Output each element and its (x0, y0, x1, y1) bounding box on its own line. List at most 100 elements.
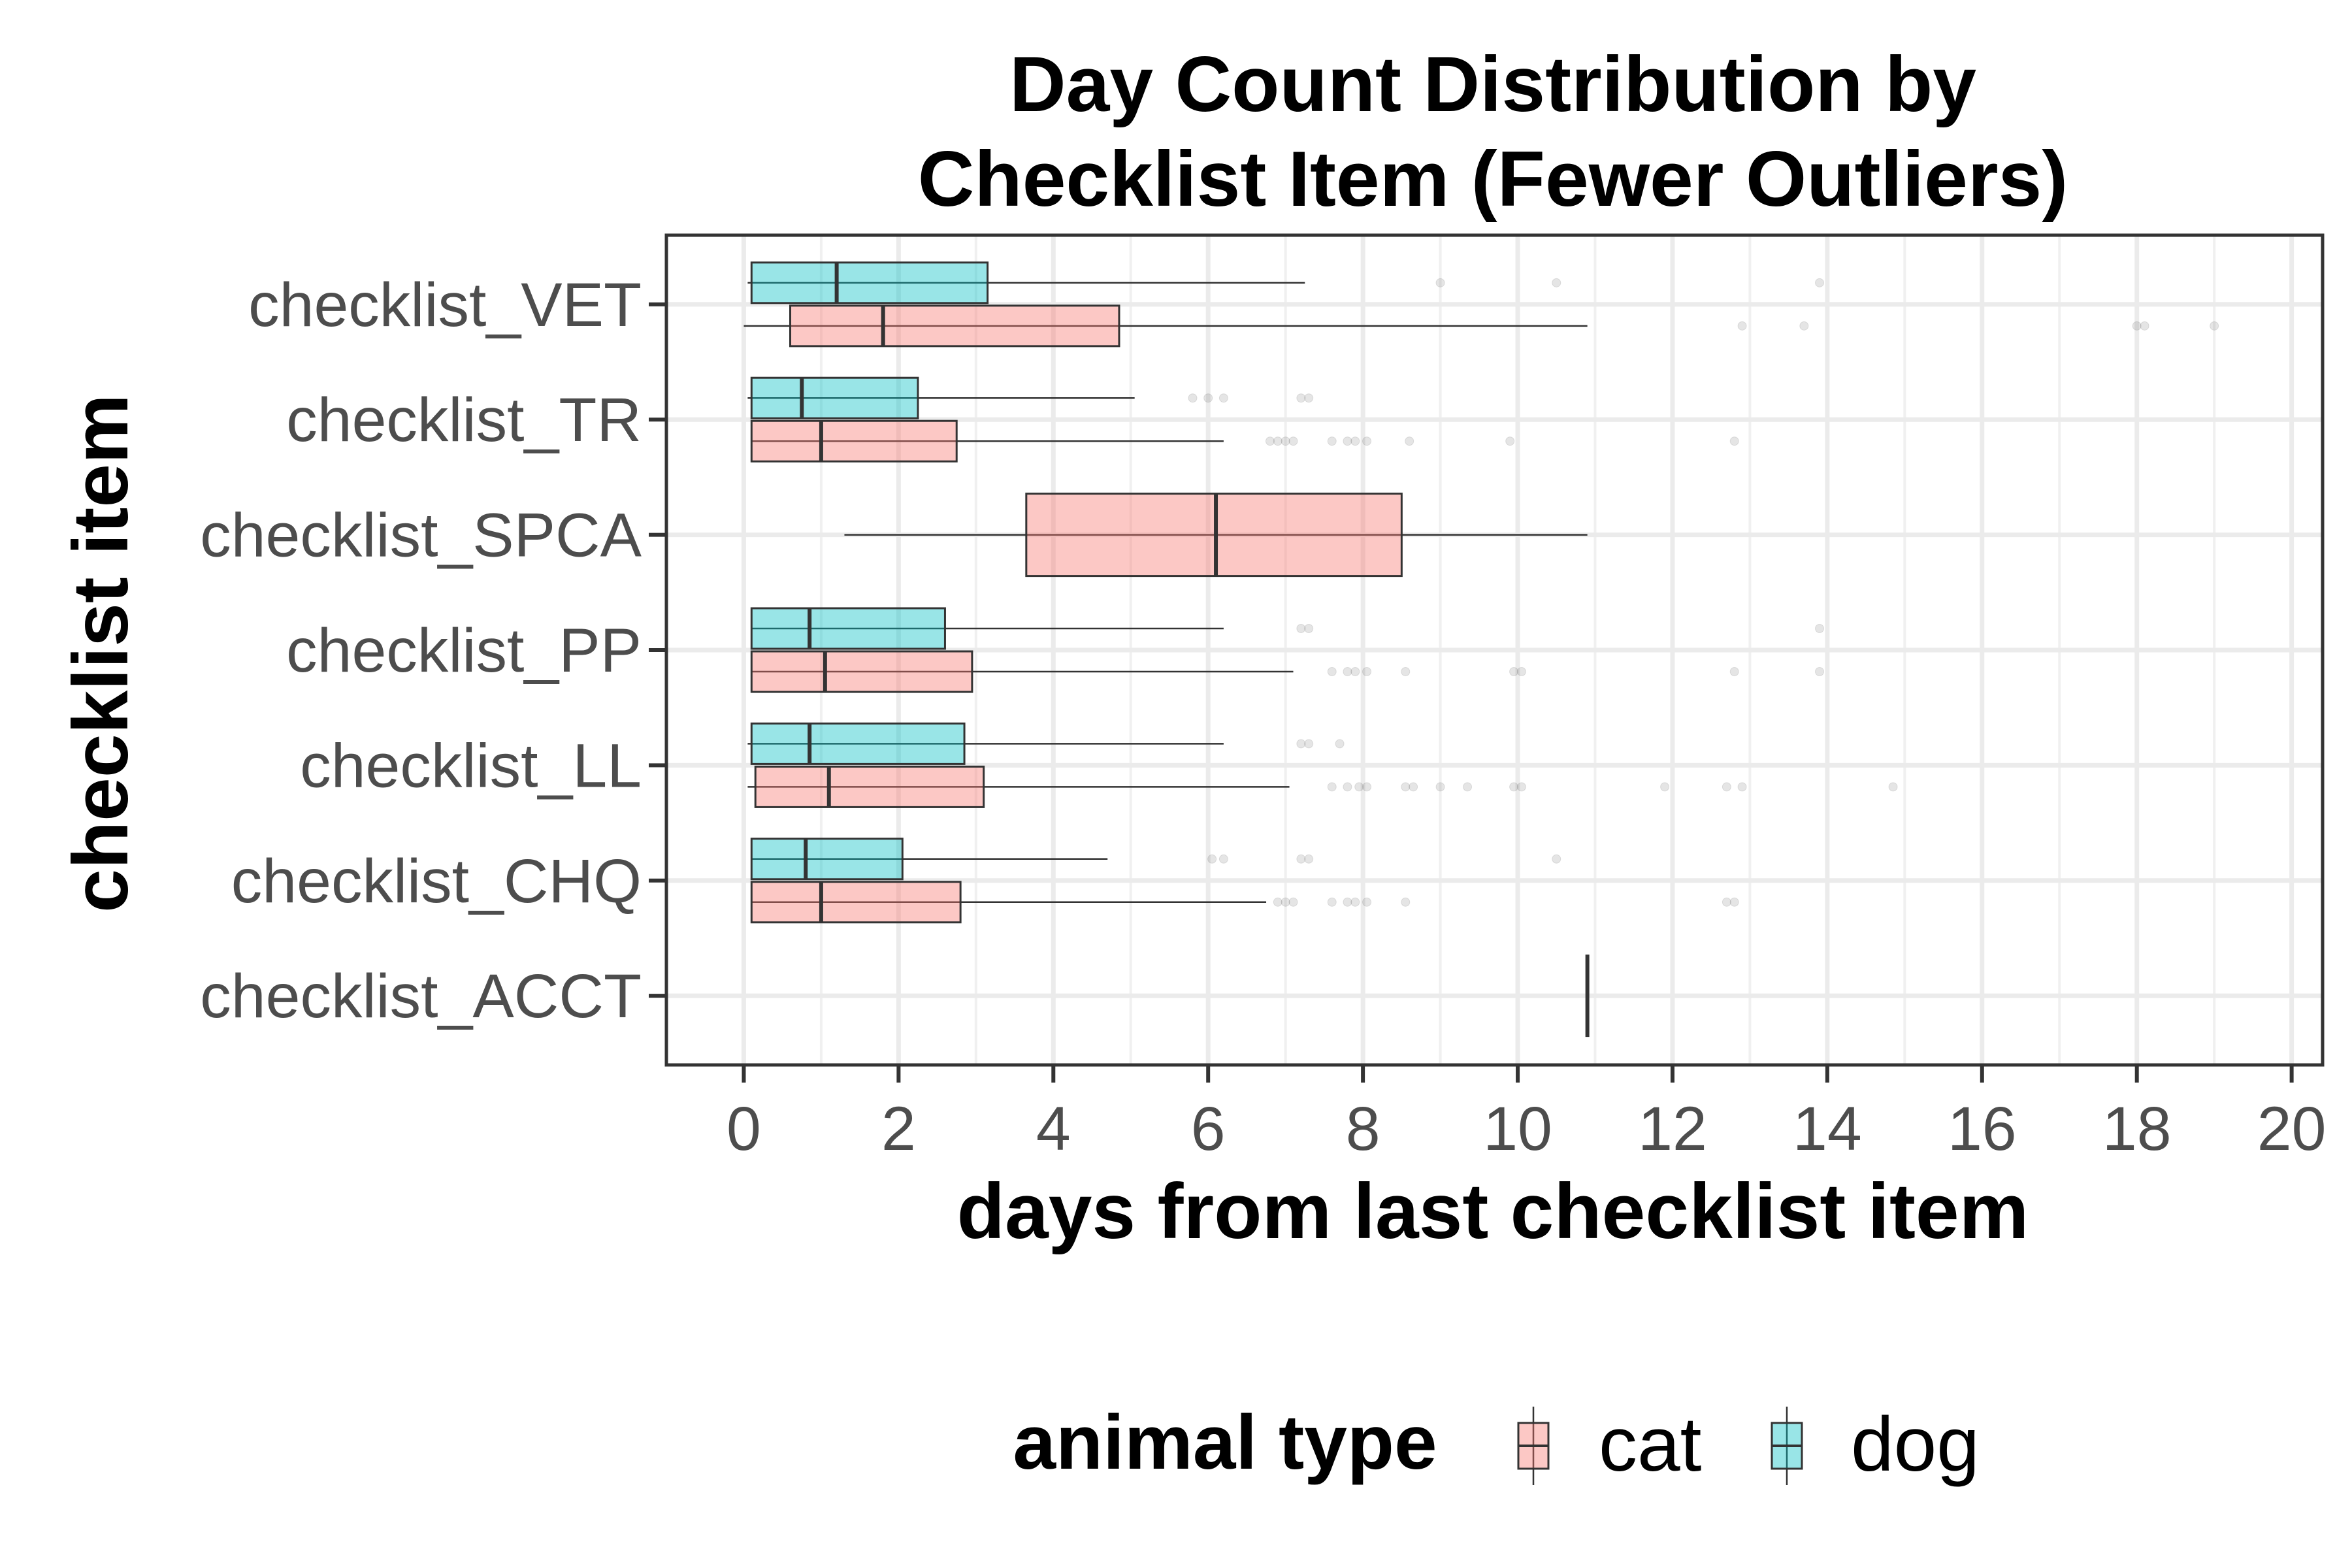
outlier-point (1815, 278, 1825, 287)
outlier-point (1409, 782, 1418, 792)
outlier-point (1505, 436, 1515, 446)
x-tick-labels: 0 2 4 6 8 10 12 14 16 18 20 (727, 1065, 2326, 1164)
outlier-point (1273, 436, 1282, 446)
outlier-point (1401, 667, 1411, 676)
x-axis-title: days from last checklist item (957, 1168, 2029, 1255)
box-cat-checklist_VET (743, 304, 2219, 348)
x-tick-label: 20 (2257, 1094, 2327, 1164)
outlier-point (1350, 436, 1360, 446)
legend-title: animal type (1013, 1399, 1437, 1486)
outlier-point (2140, 321, 2149, 331)
outlier-point (1188, 393, 1198, 403)
outlier-point (1401, 782, 1411, 792)
outlier-point (1463, 782, 1473, 792)
box-dog-checklist_VET (747, 261, 1825, 304)
box-dog-checklist_PP (750, 607, 1825, 650)
box-cat-checklist_SPCA (844, 493, 1588, 578)
iqr-box (750, 261, 989, 304)
legend: animal type cat dog (1013, 1399, 1980, 1488)
outlier-point (1350, 667, 1360, 676)
outlier-point (1304, 393, 1314, 403)
x-tick-label: 6 (1191, 1094, 1226, 1164)
y-tick-labels: checklist_VET checklist_TR checklist_SPCAc… (200, 270, 666, 1031)
outlier-point (1729, 436, 1739, 446)
outlier-point (1281, 436, 1290, 446)
outlier-point (1799, 321, 1809, 331)
box-dog-checklist_LL (747, 722, 1345, 765)
outlier-point (1343, 897, 1352, 907)
iqr-box (750, 419, 958, 463)
outlier-point (1516, 667, 1526, 676)
outlier-point (1516, 782, 1526, 792)
outlier-point (1296, 624, 1306, 633)
outlier-point (1327, 897, 1337, 907)
outlier-point (2132, 321, 2142, 331)
x-tick-label: 14 (1793, 1094, 1862, 1164)
box-cat-checklist_TR (750, 419, 1739, 463)
box-dog-checklist_CHQ (750, 838, 1561, 881)
chart-title: Day Count Distribution by Checklist Item… (918, 41, 2068, 223)
outlier-point (1888, 782, 1898, 792)
outlier-point (1207, 854, 1217, 864)
outlier-point (1362, 436, 1372, 446)
y-tick-label: checklist_ACCT (200, 962, 642, 1031)
outlier-point (1401, 897, 1411, 907)
outlier-point (1350, 897, 1360, 907)
iqr-box (750, 722, 966, 765)
chart-title-line-2: Checklist Item (Fewer Outliers) (918, 135, 2068, 223)
outlier-point (1296, 854, 1306, 864)
x-tick-label: 12 (1638, 1094, 1707, 1164)
outlier-point (1362, 667, 1372, 676)
outlier-point (1281, 897, 1290, 907)
outlier-point (1296, 393, 1306, 403)
legend-label-dog: dog (1851, 1401, 1980, 1488)
outlier-point (1304, 624, 1314, 633)
outlier-point (1435, 278, 1445, 287)
outlier-point (1265, 436, 1275, 446)
outlier-point (1327, 782, 1337, 792)
outlier-point (1327, 667, 1337, 676)
y-tick-label: checklist_TR (286, 385, 642, 455)
outlier-point (1296, 739, 1306, 749)
y-tick-label: checklist_VET (248, 270, 642, 340)
outlier-point (1815, 667, 1825, 676)
box-cat-checklist_LL (747, 765, 1898, 808)
x-tick-label: 4 (1036, 1094, 1071, 1164)
outlier-point (1729, 897, 1739, 907)
outlier-point (1288, 436, 1298, 446)
iqr-box (750, 838, 904, 881)
outlier-point (1288, 897, 1298, 907)
outlier-point (1273, 897, 1282, 907)
outlier-point (1509, 782, 1519, 792)
outlier-point (1722, 897, 1731, 907)
legend-key-dog (1771, 1407, 1803, 1485)
x-tick-label: 0 (727, 1094, 761, 1164)
outlier-point (1362, 782, 1372, 792)
y-tick-label: checklist_LL (300, 731, 642, 800)
box-cat-checklist_PP (750, 650, 1825, 693)
iqr-box (750, 650, 973, 693)
outlier-point (1343, 667, 1352, 676)
outlier-point (1722, 782, 1731, 792)
iqr-box (750, 376, 919, 419)
legend-key-cat (1517, 1407, 1550, 1485)
outlier-point (1660, 782, 1670, 792)
outlier-point (1343, 782, 1352, 792)
box-cat-checklist_CHQ (750, 881, 1739, 924)
y-axis-title: checklist item (57, 394, 144, 913)
box-dog-checklist_TR (747, 376, 1314, 419)
x-tick-label: 16 (1948, 1094, 2017, 1164)
y-tick-label: checklist_PP (286, 616, 642, 685)
iqr-box (754, 765, 985, 808)
outlier-point (1335, 739, 1345, 749)
outlier-point (1218, 854, 1228, 864)
outlier-point (1435, 782, 1445, 792)
outlier-point (1729, 667, 1739, 676)
iqr-box (789, 304, 1120, 348)
outlier-point (1362, 897, 1372, 907)
x-tick-label: 10 (1483, 1094, 1552, 1164)
outlier-point (1552, 278, 1561, 287)
legend-label-cat: cat (1599, 1401, 1701, 1488)
y-tick-label: checklist_CHQ (231, 847, 642, 916)
